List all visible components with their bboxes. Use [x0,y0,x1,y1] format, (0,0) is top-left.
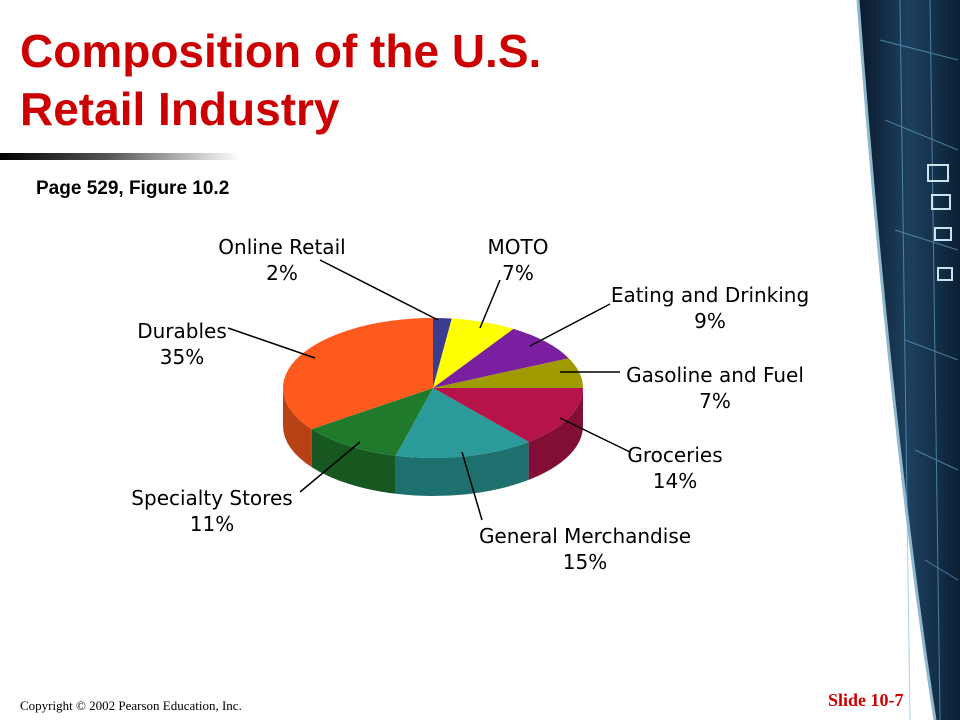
value-label-groceries: 14% [653,469,697,493]
leader-line-specialty-stores [299,441,361,493]
category-label-durables: Durables [137,319,227,343]
leader-line-eating-and-drinking [529,303,611,347]
category-label-online-retail: Online Retail [218,235,345,259]
pie-side-durables [283,388,312,468]
category-label-eating-and-drinking: Eating and Drinking [611,283,809,307]
figure-reference: Page 529, Figure 10.2 [36,178,230,199]
slide-title: Composition of the U.S. Retail Industry [20,22,720,138]
pie-slice-durables [283,318,433,430]
pie-side-general-merchandise [395,441,529,496]
copyright-text: Copyright © 2002 Pearson Education, Inc. [20,698,242,713]
value-label-eating-and-drinking: 9% [694,309,726,333]
pie-slice-general-merchandise [395,388,529,458]
pie-slice-moto [433,318,514,388]
pie-side-specialty-stores [311,429,396,494]
slide-number: Slide 10-7 [828,690,904,710]
value-label-durables: 35% [160,345,204,369]
leader-line-moto [479,279,501,329]
title-line-1: Composition of the U.S. [20,25,542,77]
pie-slice-online-retail [433,318,452,388]
pie-slice-gasoline-and-fuel [433,358,583,388]
title-underline [0,153,240,160]
category-label-gasoline-and-fuel: Gasoline and Fuel [626,363,804,387]
leader-line-general-merchandise [461,451,483,521]
value-label-online-retail: 2% [266,261,298,285]
category-label-moto: MOTO [488,235,549,259]
value-label-specialty-stores: 11% [190,512,234,536]
value-label-moto: 7% [502,261,534,285]
value-label-general-merchandise: 15% [563,550,607,574]
value-label-gasoline-and-fuel: 7% [699,389,731,413]
title-line-2: Retail Industry [20,83,340,135]
pie-slice-groceries [433,388,583,442]
category-label-general-merchandise: General Merchandise [479,524,691,548]
category-label-specialty-stores: Specialty Stores [131,486,292,510]
category-label-groceries: Groceries [627,443,722,467]
leader-line-groceries [559,417,631,453]
leader-line-online-retail [319,259,439,321]
pie-slice-specialty-stores [311,388,433,456]
decorative-tech-band [856,0,960,720]
leader-line-durables [227,327,316,359]
pie-side-groceries [528,388,583,480]
